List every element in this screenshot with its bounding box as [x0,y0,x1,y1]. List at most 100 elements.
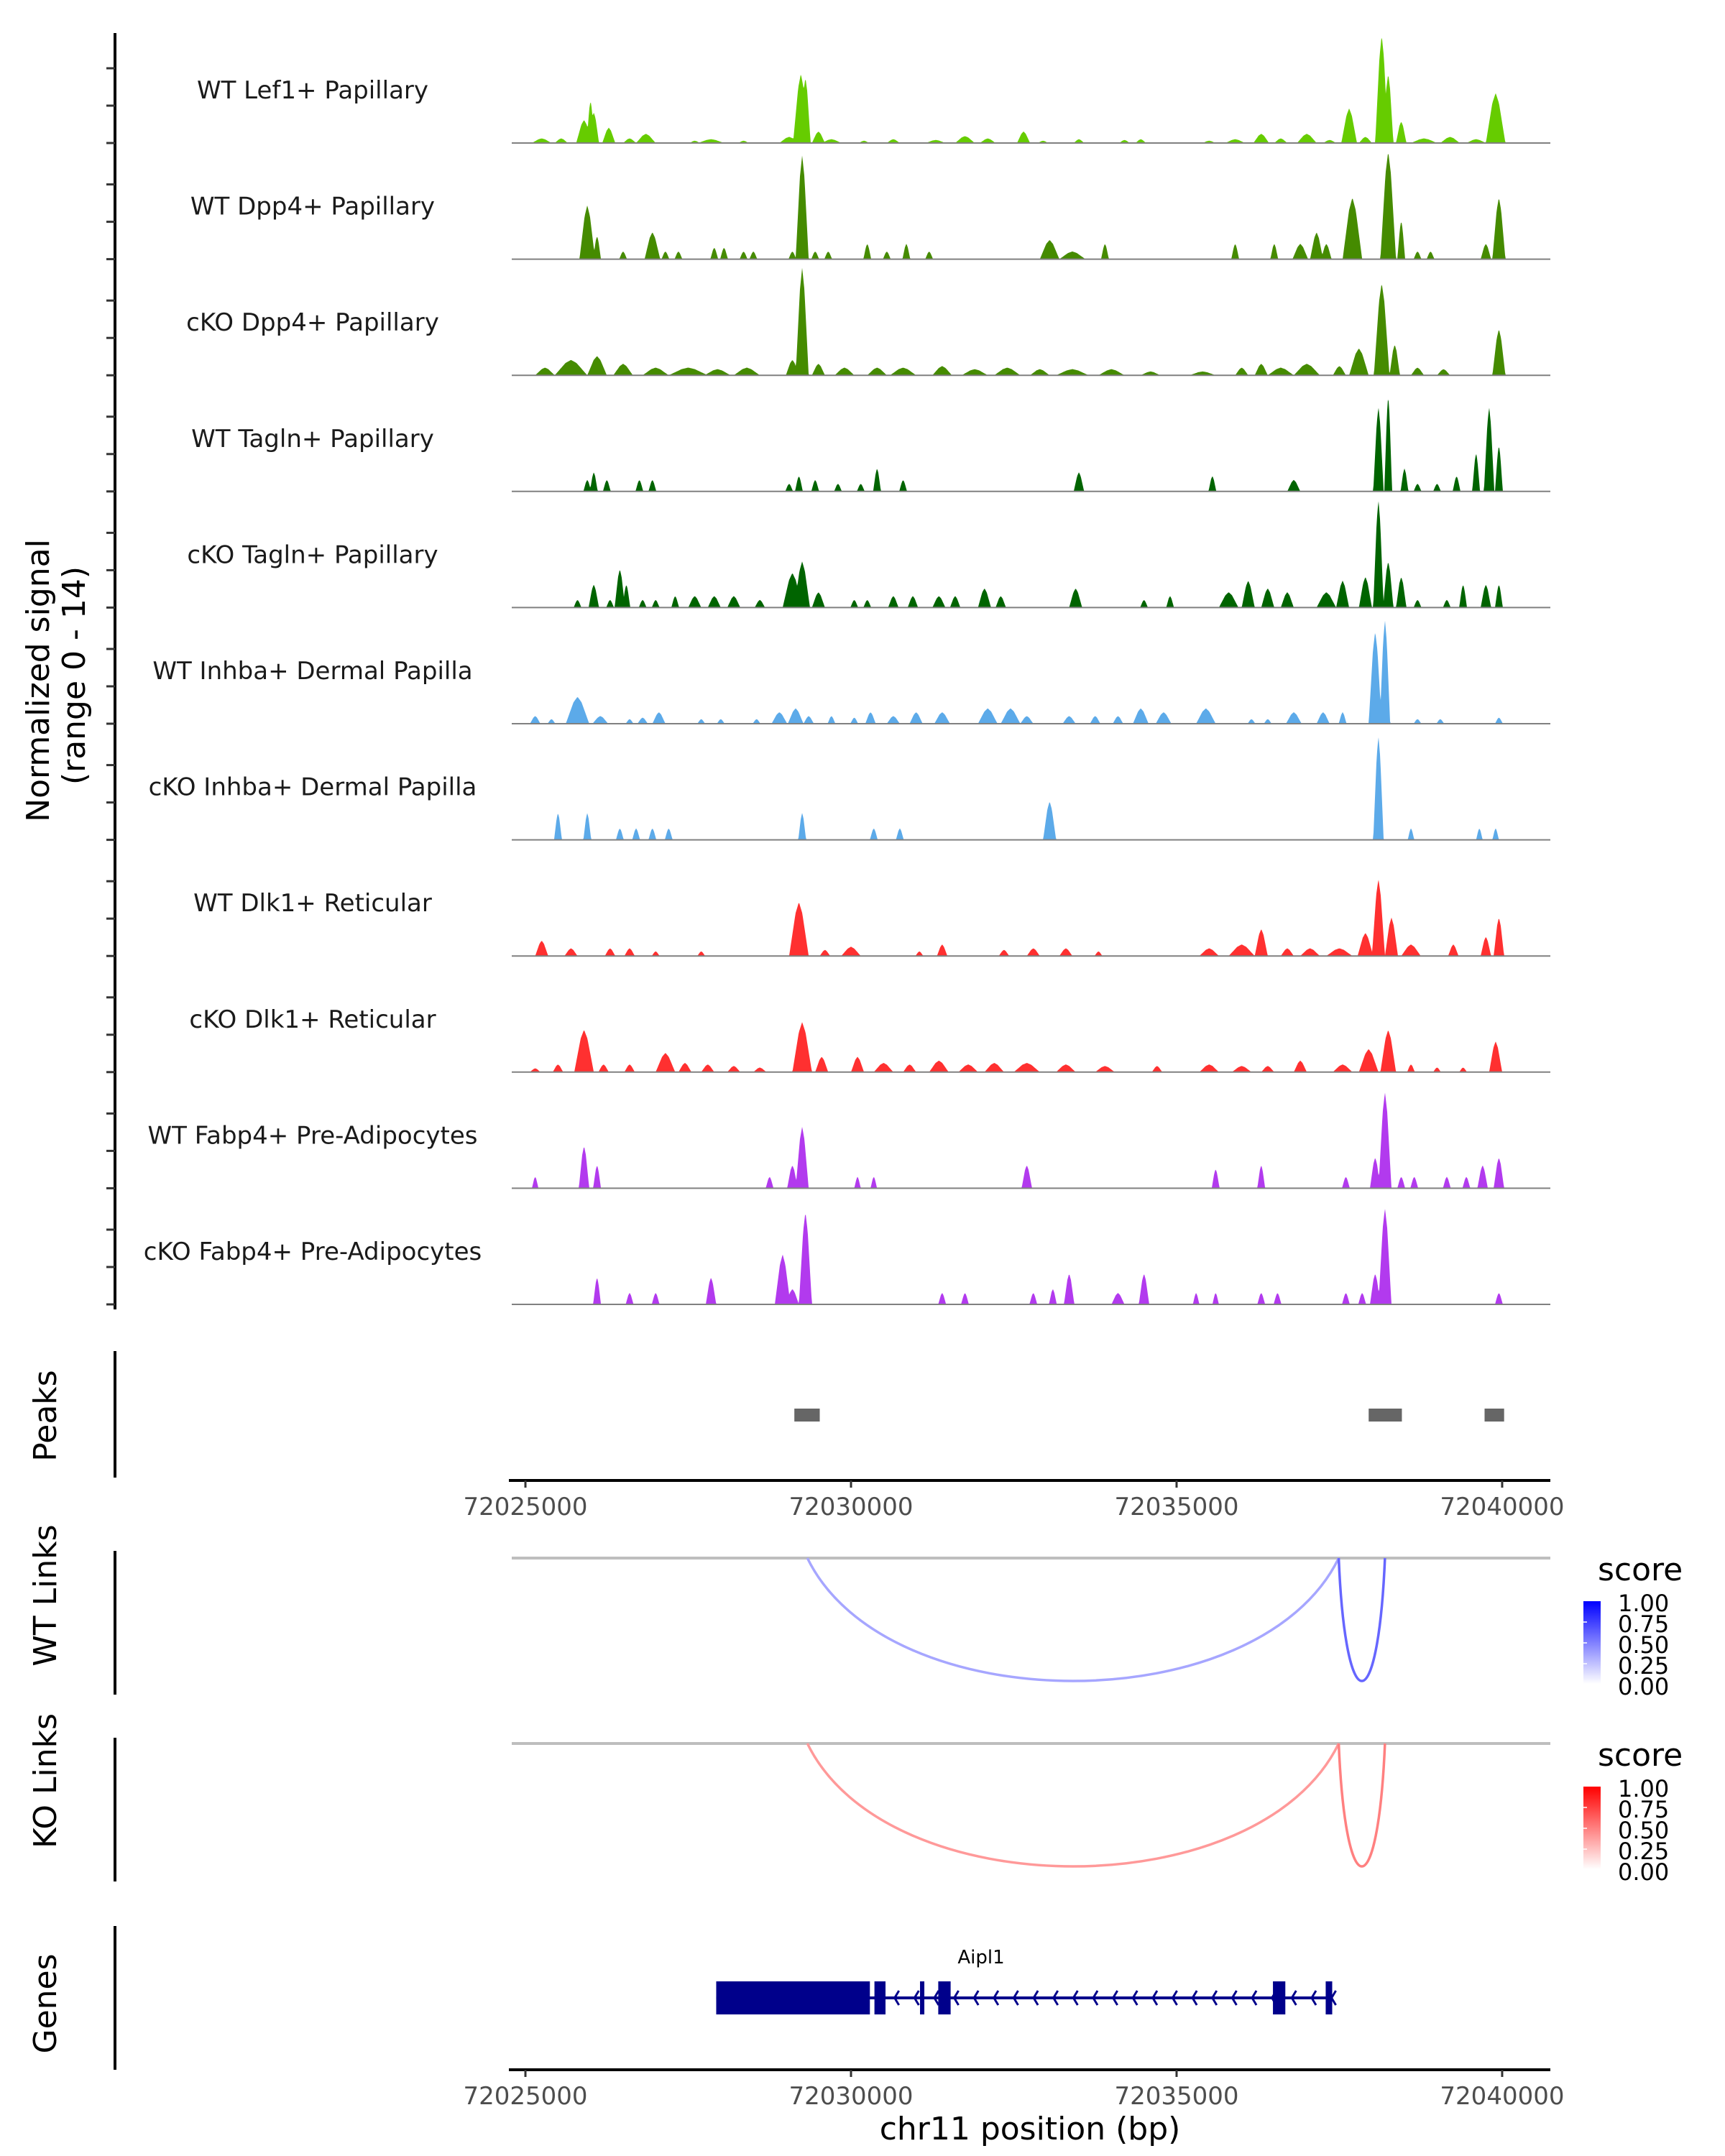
coverage-area [512,154,1550,259]
legend-tick-label: 0.50 [1618,1631,1669,1659]
coverage-area [512,620,1550,724]
coverage-track: cKO Dlk1+ Reticular [189,1005,1550,1073]
legend-tick-label: 0.50 [1618,1817,1669,1844]
score-legends: score1.000.750.500.250.00score1.000.750.… [1583,1552,1683,1886]
coverage-area [512,1209,1550,1304]
strand-arrow-icon [1151,1990,1159,2006]
coverage-y-axis-label: Normalized signal (range 0 - 14) [20,529,93,822]
x-tick-label: 72035000 [1114,2082,1238,2111]
strand-arrow-icon [1191,1990,1198,2006]
gene-exon [938,1981,951,2014]
gene-name-label: Aipl1 [957,1947,1004,1968]
legend-tick-label: 0.75 [1618,1611,1669,1638]
legend-tick-label: 1.00 [1618,1775,1669,1802]
strand-arrow-icon [1251,1990,1258,2006]
link-arc [1337,1743,1386,1868]
coverage-area [512,267,1550,376]
strand-arrow-icon [1310,1990,1317,2006]
gene-exon [1273,1981,1286,2014]
coverage-area [512,37,1550,143]
ko-links-label: KO Links [27,1713,64,1848]
strand-arrow-icon [952,1990,960,2006]
strand-arrow-icon [993,1990,1000,2006]
gene-model: Aipl1 [716,1947,1337,2014]
genes-track-label: Genes [27,1953,64,2053]
x-tick-label: 72025000 [463,1493,587,1521]
gene-exon [874,1981,886,2014]
link-tracks [512,1557,1550,1868]
legend-tick-label: 0.25 [1618,1652,1669,1680]
strand-arrow-icon [1131,1990,1138,2006]
coverage-track: cKO Inhba+ Dermal Papilla [149,737,1550,841]
coverage-area [512,880,1550,957]
coverage-y-label-line2: (range 0 - 14) [56,566,93,785]
coverage-track: WT Inhba+ Dermal Papilla [152,620,1550,724]
coverage-track-label: cKO Dpp4+ Papillary [186,308,439,337]
coverage-y-ticks [106,67,115,1306]
gene-exon [920,1981,925,2014]
coverage-track: WT Fabp4+ Pre-Adipocytes [148,1092,1550,1189]
gene-exon [1325,1981,1333,2014]
strand-arrow-icon [1052,1990,1059,2006]
x-tick-label: 72035000 [1114,1493,1238,1521]
strand-arrow-icon [913,1990,920,2006]
coverage-tracks: WT Lef1+ Papillary WT Dpp4+ Papillary cKO … [144,37,1550,1305]
legend-title: score [1598,1552,1683,1588]
legend-tick-label: 0.25 [1618,1838,1669,1865]
coverage-track: WT Dlk1+ Reticular [193,880,1550,957]
strand-arrow-icon [933,1990,940,2006]
coverage-track: cKO Tagln+ Papillary [187,501,1550,609]
strand-arrow-icon [1290,1990,1297,2006]
legend-tick-label: 0.00 [1618,1858,1669,1886]
x-axis-title: chr11 position (bp) [880,2111,1181,2147]
strand-arrow-icon [893,1990,900,2006]
coverage-track: cKO Dpp4+ Papillary [186,267,1550,377]
x-tick-label: 72030000 [788,2082,913,2111]
legend-tick-label: 0.75 [1618,1796,1669,1823]
legend-tick-label: 1.00 [1618,1590,1669,1617]
link-arc [806,1557,1340,1682]
link-track [512,1557,1550,1682]
coverage-track-label: WT Inhba+ Dermal Papilla [152,657,472,686]
strand-arrow-icon [972,1990,980,2006]
coverage-track-label: WT Dpp4+ Papillary [190,193,435,221]
x-tick-label: 72030000 [788,1493,913,1521]
coverage-area [512,1092,1550,1189]
strand-arrow-icon [1111,1990,1118,2006]
peak-region [794,1409,820,1422]
gene-exon [716,1981,870,2014]
coverage-track: WT Lef1+ Papillary [197,37,1550,144]
coverage-area [512,737,1550,840]
coverage-track-label: WT Dlk1+ Reticular [193,889,432,918]
coverage-track-label: cKO Tagln+ Papillary [187,540,438,569]
coverage-track-label: cKO Dlk1+ Reticular [189,1005,436,1034]
x-tick-label: 72025000 [463,2082,587,2111]
coverage-track-label: WT Fabp4+ Pre-Adipocytes [148,1121,478,1150]
x-axis-top: 72025000 72030000 72035000 72040000 [463,1479,1564,1521]
link-arc [806,1743,1340,1868]
coverage-track: WT Dpp4+ Papillary [190,154,1550,260]
coverage-track-label: cKO Fabp4+ Pre-Adipocytes [144,1238,482,1266]
strand-arrow-icon [1171,1990,1178,2006]
coverage-track-label: cKO Inhba+ Dermal Papilla [149,773,477,802]
x-axis-bottom: 72025000 72030000 72035000 72040000 [463,2068,1564,2111]
coverage-track-label: WT Lef1+ Papillary [197,76,428,105]
peak-region [1484,1409,1504,1422]
strand-arrow-icon [1211,1990,1218,2006]
coverage-track: WT Tagln+ Papillary [191,400,1550,492]
legend-title: score [1598,1737,1683,1774]
coverage-track-label: WT Tagln+ Papillary [191,425,434,453]
link-track [512,1742,1550,1868]
x-tick-label: 72040000 [1440,1493,1564,1521]
x-tick-label: 72040000 [1440,2082,1564,2111]
coverage-area [512,1022,1550,1072]
peaks-track-label: Peaks [27,1370,64,1461]
coverage-area [512,400,1550,492]
strand-arrow-icon [1012,1990,1019,2006]
strand-arrow-icon [1092,1990,1099,2006]
strand-arrow-icon [1230,1990,1238,2006]
coverage-y-label-line1: Normalized signal [20,539,57,822]
link-arc [1337,1557,1386,1682]
